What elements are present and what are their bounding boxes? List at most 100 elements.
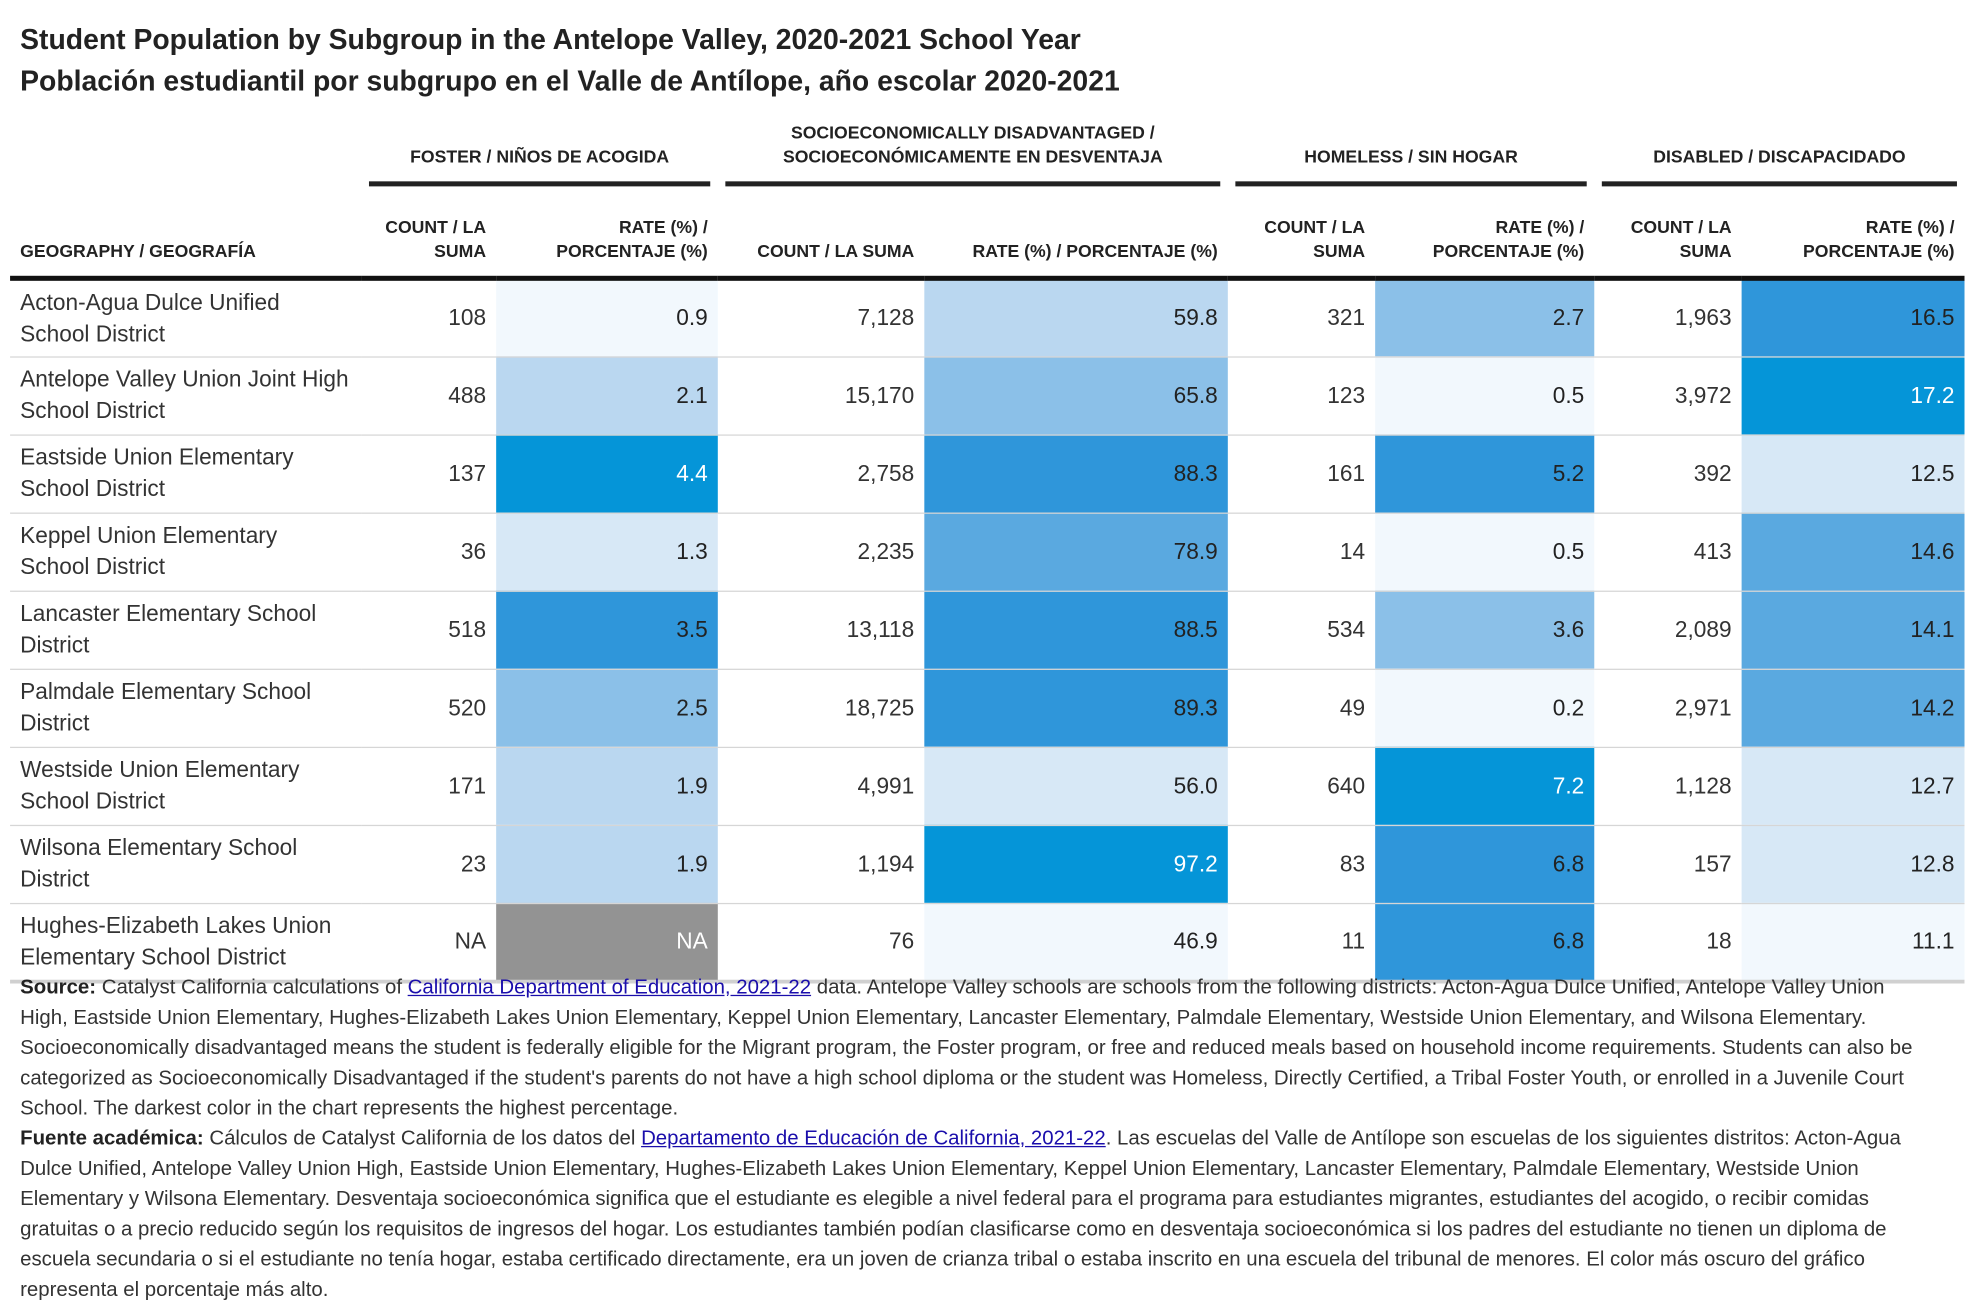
fuente-label: Fuente académica: [20,1127,204,1150]
cell-homeless-count: 123 [1227,356,1376,436]
cell-geo: Antelope Valley Union Joint High School … [10,356,362,436]
cell-foster-count: 520 [361,668,497,748]
cell-disabled-count: 18 [1594,902,1742,983]
cell-foster-rate: 2.5 [496,668,718,748]
cell-homeless-rate: 0.2 [1375,668,1595,748]
cell-homeless-count: 640 [1227,746,1376,826]
cell-homeless-rate: 7.2 [1375,746,1595,826]
cell-sed-count: 2,235 [717,512,925,592]
cell-disabled-rate: 12.5 [1741,434,1965,514]
column-header-geography: GEOGRAPHY / GEOGRAFÍA [20,240,256,261]
cell-sed-count: 4,991 [717,746,925,826]
column-header-disabled-count: COUNT / LA SUMA [1630,216,1732,261]
cell-foster-rate: 1.3 [496,512,718,592]
cell-sed-rate: 46.9 [924,902,1228,983]
column-header-foster-count: COUNT / LA SUMA [385,216,487,261]
cell-homeless-count: 321 [1227,275,1376,358]
cell-geo: Westside Union Elementary School Distric… [10,746,362,826]
source-text-post: data. Antelope Valley schools are school… [20,975,1913,1120]
cell-foster-rate: 3.5 [496,590,718,670]
fuente-text-post: . Las escuelas del Valle de Antílope son… [20,1127,1901,1301]
cell-foster-count: 23 [361,824,497,904]
cell-sed-count: 15,170 [717,356,925,436]
cell-homeless-rate: 6.8 [1375,902,1595,983]
cell-disabled-rate: 14.6 [1741,512,1965,592]
table-row: Keppel Union Elementary School District 3… [10,512,1965,592]
column-header-row: GEOGRAPHY / GEOGRAFÍA COUNT / LA SUMA RA… [10,186,1964,278]
cell-foster-rate: 2.1 [496,356,718,436]
cell-homeless-rate: 0.5 [1375,356,1595,436]
cell-homeless-rate: 5.2 [1375,434,1595,514]
cell-homeless-count: 534 [1227,590,1376,670]
cell-geo: Lancaster Elementary School District [10,590,362,670]
column-group-sed: SOCIOECONOMICALLY DISADVANTAGED / SOCIOE… [718,121,1228,187]
fuente-link[interactable]: Departamento de Educación de California,… [641,1127,1106,1150]
cell-sed-rate: 65.8 [924,356,1228,436]
cell-disabled-count: 1,128 [1594,746,1742,826]
cell-disabled-count: 157 [1594,824,1742,904]
column-group-foster: FOSTER / NIÑOS DE ACOGIDA [361,121,717,187]
cell-sed-rate: 59.8 [924,275,1228,358]
cell-geo: Palmdale Elementary School District [10,668,362,748]
cell-foster-count: NA [361,902,497,983]
table-row: Acton-Agua Dulce Unified School District… [10,275,1965,358]
cell-sed-rate: 78.9 [924,512,1228,592]
cell-geo: Eastside Union Elementary School Distric… [10,434,362,514]
cell-foster-rate: 4.4 [496,434,718,514]
cell-disabled-rate: 11.1 [1741,902,1965,983]
table-row: Hughes-Elizabeth Lakes Union Elementary … [10,902,1965,983]
cell-geo: Wilsona Elementary School District [10,824,362,904]
column-header-homeless-rate: RATE (%) / PORCENTAJE (%) [1432,216,1585,261]
column-header-sed-count: COUNT / LA SUMA [757,240,915,261]
cell-foster-count: 108 [361,275,497,358]
table-row: Lancaster Elementary School District 518 3… [10,590,1965,670]
cell-homeless-rate: 3.6 [1375,590,1595,670]
cell-foster-rate: 1.9 [496,746,718,826]
source-label: Source: [20,975,97,999]
cell-disabled-rate: 14.2 [1741,668,1965,748]
column-group-homeless: HOMELESS / SIN HOGAR [1228,121,1594,187]
cell-sed-rate: 88.5 [924,590,1228,670]
cell-disabled-rate: 12.7 [1741,746,1965,826]
table-row: Antelope Valley Union Joint High School … [10,356,1965,436]
cell-foster-count: 518 [361,590,497,670]
cell-homeless-rate: 0.5 [1375,512,1595,592]
cell-disabled-rate: 17.2 [1741,356,1965,436]
cell-disabled-count: 392 [1594,434,1742,514]
cell-foster-count: 36 [361,512,497,592]
cell-disabled-count: 2,971 [1594,668,1742,748]
chart-subtitle: Población estudiantil por subgrupo en el… [20,65,1120,97]
cell-foster-rate: 1.9 [496,824,718,904]
column-header-homeless-count: COUNT / LA SUMA [1264,216,1366,261]
cell-sed-count: 76 [717,902,925,983]
cell-disabled-count: 2,089 [1594,590,1742,670]
cell-disabled-count: 413 [1594,512,1742,592]
cell-foster-count: 171 [361,746,497,826]
cell-foster-count: 137 [361,434,497,514]
cell-geo: Keppel Union Elementary School District [10,512,362,592]
cell-sed-count: 7,128 [717,275,925,358]
cell-disabled-rate: 12.8 [1741,824,1965,904]
table-row: Westside Union Elementary School Distric… [10,746,1965,826]
notes: Source: Catalyst California calculations… [20,972,1934,1304]
column-header-foster-rate: RATE (%) / PORCENTAJE (%) [556,216,708,261]
cell-sed-count: 2,758 [717,434,925,514]
column-group-disabled: DISABLED / DISCAPACIDADO [1594,121,1964,187]
cell-homeless-count: 11 [1227,902,1376,983]
cell-sed-rate: 56.0 [924,746,1228,826]
cell-sed-rate: 97.2 [924,824,1228,904]
table-body: Acton-Agua Dulce Unified School District… [10,275,1965,983]
cell-homeless-count: 161 [1227,434,1376,514]
column-header-disabled-rate: RATE (%) / PORCENTAJE (%) [1802,216,1955,261]
fuente-text-pre: Cálculos de Catalyst California de los d… [209,1127,636,1150]
table-row: Eastside Union Elementary School Distric… [10,434,1965,514]
cell-homeless-count: 14 [1227,512,1376,592]
cell-sed-count: 13,118 [717,590,925,670]
cell-disabled-rate: 16.5 [1741,275,1965,358]
cell-foster-count: 488 [361,356,497,436]
data-table: FOSTER / NIÑOS DE ACOGIDA SOCIOECONOMICA… [10,121,1965,983]
table-row: Palmdale Elementary School District 520 2.… [10,668,1965,748]
cell-sed-count: 18,725 [717,668,925,748]
cell-homeless-rate: 6.8 [1375,824,1595,904]
source-link[interactable]: California Department of Education, 2021… [407,975,812,999]
